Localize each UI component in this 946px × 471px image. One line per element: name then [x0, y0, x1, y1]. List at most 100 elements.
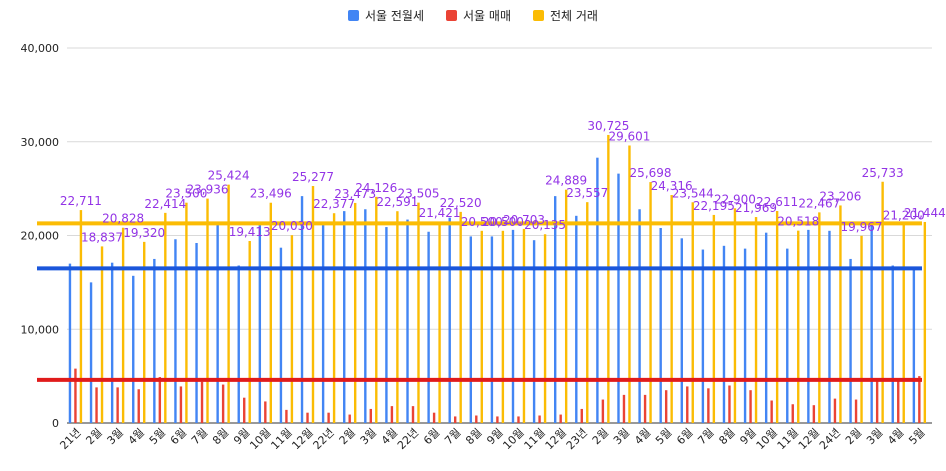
bar-s0-26	[617, 173, 620, 423]
data-label: 22,414	[144, 197, 186, 211]
bar-s2-22	[543, 234, 547, 423]
bar-s2-9	[269, 202, 273, 423]
x-tick-label: 22년	[311, 426, 337, 452]
legend-swatch-1	[446, 10, 458, 21]
data-label: 21,200	[883, 208, 925, 222]
y-tick-label: 30,000	[21, 136, 60, 149]
bar-s2-21	[522, 228, 526, 423]
data-label: 22,195	[693, 199, 735, 213]
reference-lines	[37, 221, 922, 382]
bar-s1-3	[137, 389, 140, 423]
x-tick-label: 12월	[796, 426, 822, 452]
bar-s2-10	[290, 235, 294, 423]
x-tick-label: 2월	[843, 426, 864, 447]
x-tick-label: 2월	[337, 426, 358, 447]
bar-s2-2	[121, 227, 125, 423]
y-tick-label: 40,000	[21, 42, 60, 55]
bar-s1-22	[538, 415, 541, 423]
x-tick-label: 3월	[358, 426, 379, 447]
bar-s0-23	[553, 196, 557, 423]
bar-s0-35	[807, 229, 810, 423]
data-label: 20,135	[524, 218, 566, 232]
bar-s2-38	[881, 181, 884, 423]
x-tick-label: 10월	[500, 426, 526, 452]
x-tick-label: 6월	[168, 426, 189, 447]
bar-s0-8	[237, 265, 240, 423]
bar-s1-39	[897, 379, 900, 423]
bar-s1-19	[475, 415, 478, 423]
x-tick-label: 8월	[210, 426, 231, 447]
bar-s0-11	[300, 196, 304, 423]
bar-s1-30	[707, 388, 710, 423]
bar-s1-15	[390, 406, 394, 423]
bar-s0-19	[469, 236, 473, 423]
x-tick-label: 2월	[590, 426, 611, 447]
bar-s1-11	[306, 412, 309, 423]
x-tick-label: 4월	[126, 426, 147, 447]
bar-s1-40	[918, 376, 921, 423]
y-tick-label: 20,000	[21, 230, 60, 243]
data-label: 20,030	[271, 219, 313, 233]
bar-s1-6	[200, 381, 204, 423]
x-tick-label: 6월	[674, 426, 695, 447]
x-tick-label: 12월	[289, 426, 315, 452]
bar-s0-18	[448, 217, 451, 423]
bar-s0-21	[511, 229, 515, 423]
data-label: 19,413	[229, 225, 271, 239]
bar-s0-14	[364, 209, 367, 423]
bar-s2-4	[164, 212, 167, 423]
bar-s2-12	[332, 213, 336, 423]
bar-s1-21	[517, 416, 520, 423]
bar-s0-20	[490, 236, 494, 423]
bar-s2-20	[501, 230, 505, 423]
bars	[68, 134, 927, 423]
x-tick-label: 10월	[247, 426, 273, 452]
data-label: 23,557	[566, 186, 608, 200]
bar-s2-15	[396, 211, 399, 423]
bar-s0-40	[912, 267, 916, 423]
data-label: 25,424	[208, 169, 250, 183]
data-label: 22,711	[60, 194, 102, 208]
x-tick-label: 7월	[189, 426, 210, 447]
bar-s0-34	[786, 248, 789, 423]
legend-item-1: 서울 매매	[446, 7, 511, 24]
bar-s2-17	[438, 222, 441, 423]
x-tick-label: 11월	[775, 426, 801, 452]
bar-s1-35	[812, 405, 816, 423]
data-label: 22,467	[798, 196, 840, 210]
bar-s0-30	[701, 249, 705, 423]
data-label: 21,421	[419, 206, 461, 220]
data-label: 23,544	[672, 186, 714, 200]
bar-s0-28	[659, 228, 662, 423]
data-label: 22,520	[440, 196, 482, 210]
bar-s0-7	[216, 222, 219, 423]
bar-s1-36	[833, 398, 837, 423]
data-label: 23,206	[819, 189, 861, 203]
bar-s1-10	[285, 409, 288, 423]
bar-s1-37	[854, 399, 858, 423]
legend-swatch-2	[533, 10, 544, 21]
legend-swatch-0	[348, 10, 359, 21]
x-tick-label: 7월	[695, 426, 716, 447]
bar-s2-40	[923, 221, 927, 423]
x-tick-label: 5월	[147, 426, 168, 447]
bar-s0-16	[406, 219, 409, 423]
x-tick-label: 3월	[105, 426, 126, 447]
bar-s0-37	[849, 258, 852, 423]
bar-s2-14	[375, 196, 378, 423]
bar-s0-27	[638, 209, 641, 423]
x-tick-label: 11월	[268, 426, 294, 452]
bar-s0-12	[321, 224, 325, 423]
bar-s0-24	[575, 215, 578, 423]
bar-s0-9	[258, 225, 262, 423]
bar-s1-26	[622, 394, 626, 423]
bar-s1-18	[453, 416, 457, 423]
bar-s2-32	[754, 217, 758, 423]
x-tick-label: 4월	[885, 426, 906, 447]
data-label: 25,698	[630, 166, 672, 180]
bar-s1-27	[643, 394, 647, 423]
bar-s2-16	[417, 202, 420, 423]
x-tick-label: 3월	[611, 426, 632, 447]
